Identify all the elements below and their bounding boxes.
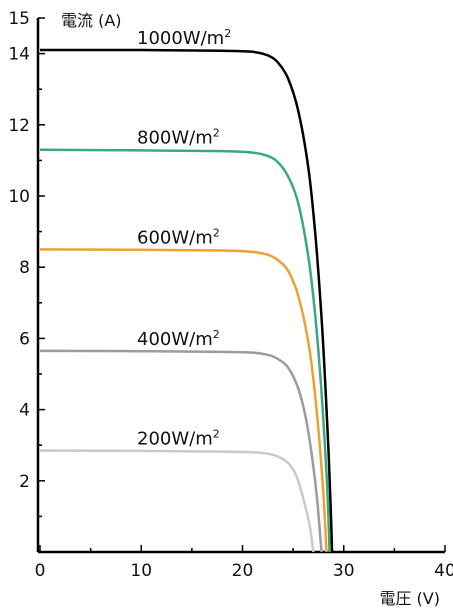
series-line-4: [39, 449, 315, 553]
x-tick-label: 30: [333, 561, 355, 581]
series-line-2: [39, 248, 328, 553]
x-axis-label: 電圧 (V): [379, 589, 440, 608]
series-label-0: 1000W/m2: [137, 27, 231, 49]
x-tick-label: 10: [130, 561, 152, 581]
series-label-2: 600W/m2: [137, 226, 220, 248]
series-label-3: 400W/m2: [137, 328, 220, 350]
series-line-1: [39, 148, 331, 553]
y-tick-label: 2: [19, 472, 30, 492]
x-tick-label: 0: [35, 561, 46, 581]
ticks: [38, 17, 446, 552]
x-tick-label: 40: [434, 561, 453, 581]
y-axis-label: 電流 (A): [61, 11, 122, 30]
series-line-0: [39, 48, 334, 553]
series-labels: 1000W/m2 800W/m2 600W/m2 400W/m2 200W/m2: [137, 27, 231, 450]
y-tick-label-top: 15: [8, 9, 30, 29]
y-tick-label: 10: [8, 187, 30, 207]
series-lines: [39, 48, 334, 553]
y-tick-label: 12: [8, 116, 30, 136]
series-label-4: 200W/m2: [137, 428, 220, 450]
series-line-3: [39, 349, 323, 553]
y-tick-label: 4: [19, 401, 30, 421]
y-tick-label: 6: [19, 329, 30, 349]
series-label-1: 800W/m2: [137, 127, 220, 149]
y-tick-label: 14: [8, 45, 30, 65]
y-tick-label: 8: [19, 258, 30, 278]
tick-labels: 0 10 20 30 40 2 4 6 8 10 12 14 15: [8, 9, 453, 581]
axes: [36, 18, 445, 554]
x-tick-label: 20: [232, 561, 254, 581]
